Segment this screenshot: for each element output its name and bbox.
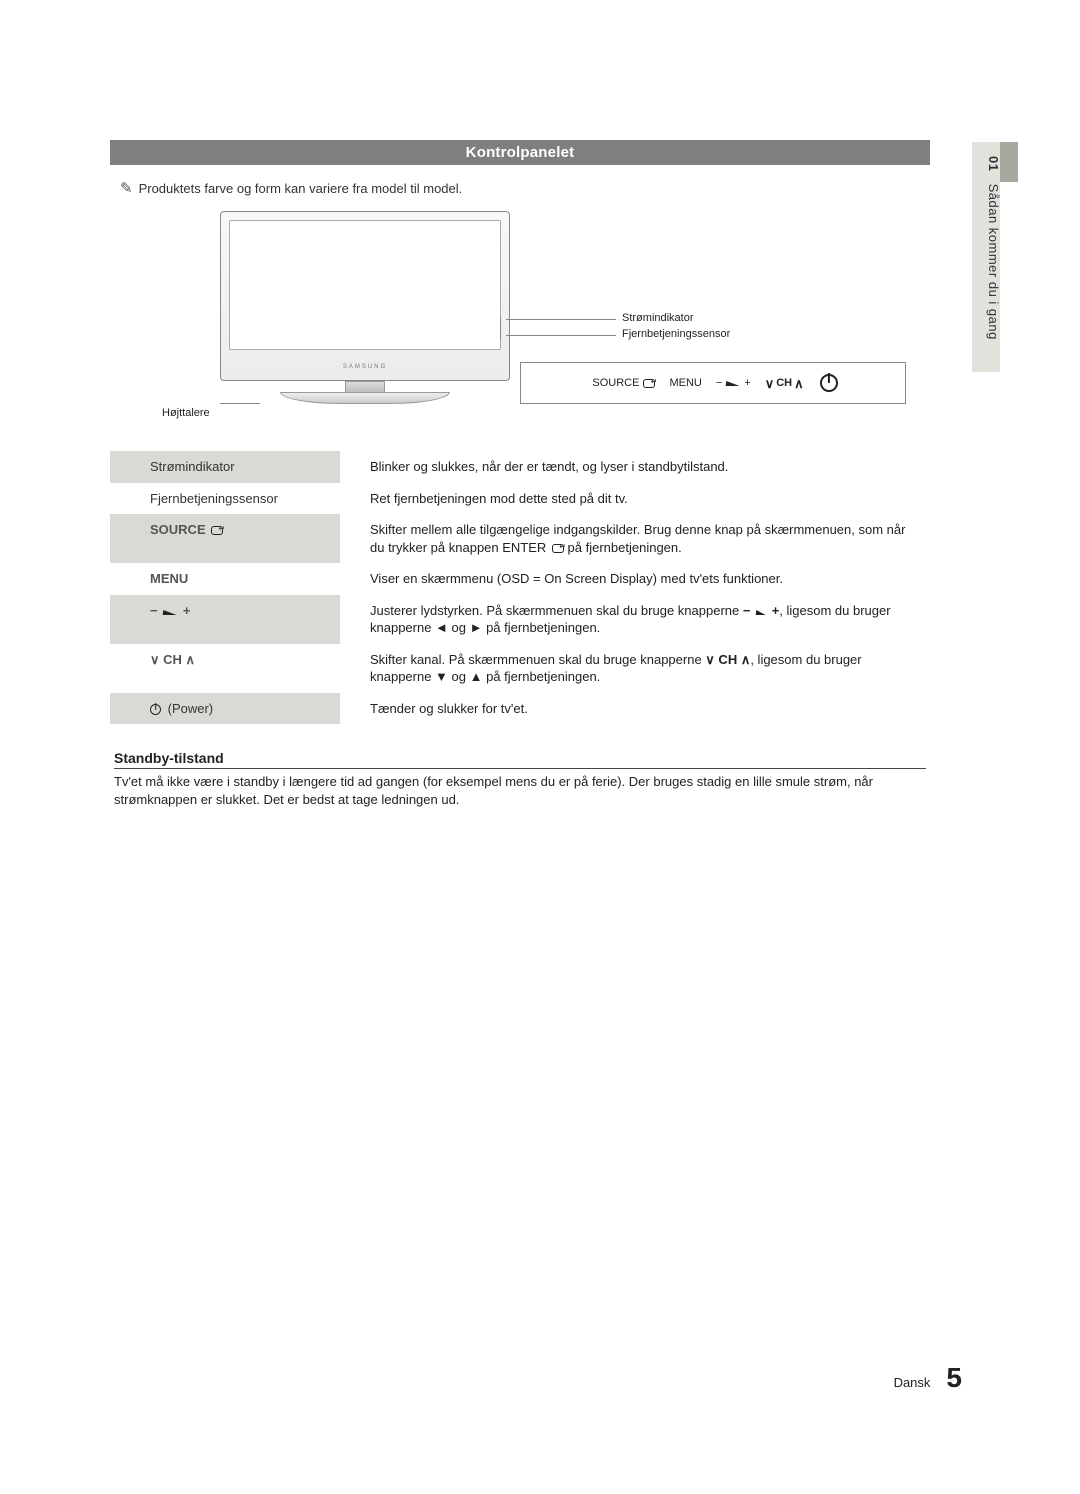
channel-button-label: ∨ CH ∧	[761, 377, 808, 390]
page-number: 5	[946, 1362, 962, 1394]
wedge-icon	[163, 610, 178, 615]
row-description: Skifter mellem alle tilgængelige indgang…	[340, 514, 930, 563]
wedge-icon	[726, 381, 741, 386]
indicator-tick	[500, 317, 501, 339]
ch-text: CH	[776, 377, 792, 389]
sensor-label: Fjernbetjeningssensor	[622, 328, 730, 340]
tv-stand-base	[280, 392, 450, 404]
table-row: − +Justerer lydstyrken. På skærmmenuen s…	[110, 595, 930, 644]
menu-button-label: MENU	[665, 377, 705, 389]
row-description: Skifter kanal. På skærmmenuen skal du br…	[340, 644, 930, 693]
speaker-label: Højttalere	[162, 407, 210, 419]
power-icon	[820, 374, 838, 392]
row-label: (Power)	[110, 693, 340, 725]
tv-screen	[229, 220, 501, 350]
tv-diagram: SAMSUNG Strømindikator Fjernbetjeningsse…	[130, 207, 910, 437]
chapter-number: 01	[986, 156, 1001, 171]
speaker-lead-line	[220, 403, 260, 404]
table-row: ∨ CH ∧Skifter kanal. På skærmmenuen skal…	[110, 644, 930, 693]
row-label: − +	[110, 595, 340, 644]
table-row: StrømindikatorBlinker og slukkes, når de…	[110, 451, 930, 483]
standby-section: Standby-tilstand Tv'et må ikke være i st…	[110, 750, 930, 808]
volume-button-label: − +	[712, 377, 755, 389]
note-text: Produktets farve og form kan variere fra…	[139, 181, 463, 196]
row-description: Viser en skærmmenu (OSD = On Screen Disp…	[340, 563, 930, 595]
tv-outline: SAMSUNG	[220, 211, 510, 381]
table-row: (Power)Tænder og slukker for tv'et.	[110, 693, 930, 725]
footer-lang: Dansk	[894, 1375, 931, 1390]
chapter-title: Sådan kommer du i gang	[986, 184, 1001, 340]
chevron-down-icon: ∨	[765, 377, 775, 390]
row-label: Strømindikator	[110, 451, 340, 483]
row-label: SOURCE	[110, 514, 340, 563]
power-icon	[150, 704, 161, 715]
standby-title: Standby-tilstand	[114, 750, 926, 769]
enter-icon	[211, 526, 223, 535]
plus-icon: +	[744, 377, 750, 389]
section-title-bar: Kontrolpanelet	[110, 140, 930, 165]
table-row: FjernbetjeningssensorRet fjernbetjeninge…	[110, 483, 930, 515]
row-description: Blinker og slukkes, når der er tændt, og…	[340, 451, 930, 483]
minus-icon: −	[716, 377, 722, 389]
led-label: Strømindikator	[622, 312, 694, 324]
source-text: SOURCE	[592, 377, 639, 389]
row-label: MENU	[110, 563, 340, 595]
row-label: Fjernbetjeningssensor	[110, 483, 340, 515]
chapter-side-label: 01 Sådan kommer du i gang	[986, 156, 1001, 340]
tv-button-bar: SOURCE MENU − + ∨ CH ∧	[520, 362, 906, 404]
lead-line-led	[506, 319, 616, 320]
row-description: Ret fjernbetjeningen mod dette sted på d…	[340, 483, 930, 515]
table-row: MENUViser en skærmmenu (OSD = On Screen …	[110, 563, 930, 595]
note-icon: ✎	[120, 179, 133, 197]
lead-line-sensor	[506, 335, 616, 336]
side-tab-marker	[1000, 142, 1018, 182]
source-button-label: SOURCE	[588, 377, 659, 389]
standby-body: Tv'et må ikke være i standby i længere t…	[114, 773, 926, 808]
row-description: Justerer lydstyrken. På skærmmenuen skal…	[340, 595, 930, 644]
tv-brand: SAMSUNG	[221, 364, 509, 370]
page-footer: Dansk 5	[894, 1362, 962, 1394]
chevron-up-icon: ∧	[794, 377, 804, 390]
controls-table: StrømindikatorBlinker og slukkes, når de…	[110, 451, 930, 724]
enter-icon	[552, 544, 564, 553]
row-description: Tænder og slukker for tv'et.	[340, 693, 930, 725]
note-row: ✎ Produktets farve og form kan variere f…	[120, 179, 930, 197]
enter-icon	[643, 379, 655, 388]
row-label: ∨ CH ∧	[110, 644, 340, 693]
table-row: SOURCE Skifter mellem alle tilgængelige …	[110, 514, 930, 563]
